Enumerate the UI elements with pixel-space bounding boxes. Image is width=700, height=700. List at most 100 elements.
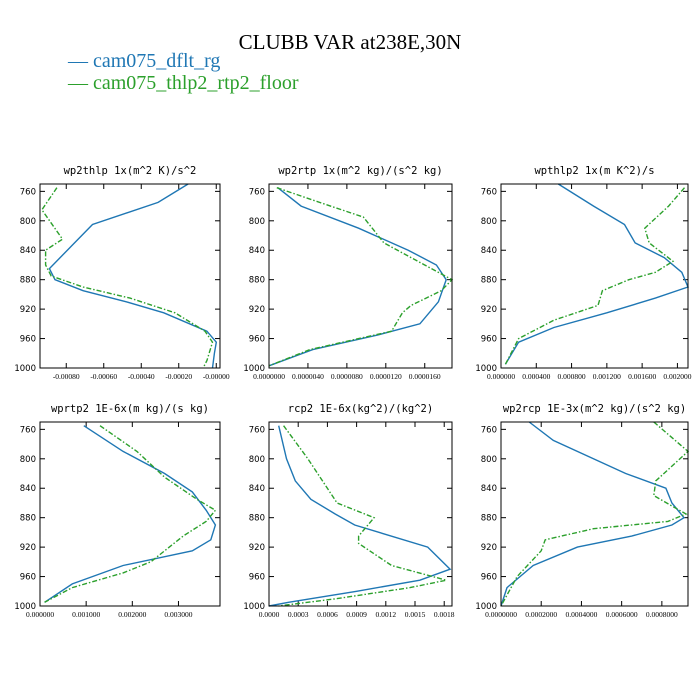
x-tick-label: 0.0003 [288,610,309,619]
x-tick-label: 0.0006 [317,610,338,619]
y-tick-label: 760 [249,425,265,435]
y-tick-label: 800 [481,455,497,465]
y-tick-label: 880 [20,276,36,286]
chart-panel-4: rcp2 1E-6x(kg^2)/(kg^2) 760 800 840 880 920 96… [243,403,454,619]
chart-panel-1: wp2rtp 1x(m^2 kg)/(s^2 kg) 760 800 840 880 92… [243,165,454,381]
y-tick-label: 760 [481,425,497,435]
x-tick-label: 0.0000120 [370,372,402,381]
x-tick-label: 0.0004000 [565,610,597,619]
y-tick-label: 960 [481,573,497,583]
y-tick-label: 960 [481,335,497,345]
y-tick-label: 920 [481,543,497,553]
chart-title: wprtp2 1E-6x(m kg)/(s kg) [51,403,209,415]
x-tick-label: 0.0000000 [485,610,517,619]
y-tick-label: 840 [249,484,265,494]
y-tick-label: 1000 [243,364,265,374]
x-tick-label: 0.000400 [522,372,550,381]
series-line-cam075_dflt_rg [44,425,217,603]
chart-title: wp2rtp 1x(m^2 kg)/(s^2 kg) [278,165,442,177]
y-tick-label: 760 [481,187,497,197]
x-tick-label: 0.001200 [593,372,621,381]
y-tick-label: 1000 [475,364,497,374]
y-tick-label: 920 [249,305,265,315]
y-tick-label: 960 [20,573,36,583]
chart-title: rcp2 1E-6x(kg^2)/(kg^2) [288,403,433,415]
y-tick-label: 880 [20,514,36,524]
series-line-cam075_thlp2_rtp2_floor [500,421,690,607]
y-tick-label: 840 [249,246,265,256]
x-tick-label: 0.0000040 [292,372,324,381]
x-tick-label: 0.0000 [259,610,280,619]
y-tick-label: 920 [20,543,36,553]
series-line-cam075_dflt_rg [268,425,452,607]
y-tick-label: 760 [249,187,265,197]
x-tick-label: -0.00020 [165,372,192,381]
y-tick-label: 960 [20,335,36,345]
x-tick-label: 0.000800 [558,372,586,381]
legend-label-floor: cam075_thlp2_rtp2_floor [93,72,299,94]
y-tick-label: 1000 [14,602,36,612]
x-tick-label: -0.00060 [90,372,117,381]
y-tick-label: 960 [249,573,265,583]
y-tick-label: 960 [249,335,265,345]
y-tick-label: 800 [249,455,265,465]
y-tick-label: 840 [20,484,36,494]
y-tick-label: 1000 [14,364,36,374]
x-tick-label: 0.001000 [72,610,100,619]
legend-item-dflt: — cam075_dflt_rg [68,50,220,73]
y-tick-label: 1000 [243,602,265,612]
y-tick-label: 840 [481,246,497,256]
legend-swatch: — [68,72,93,94]
chart-title: wpthlp2 1x(m K^2)/s [534,165,654,177]
x-tick-label: -0.00080 [53,372,80,381]
legend-item-floor: — cam075_thlp2_rtp2_floor [68,72,299,95]
y-tick-label: 880 [249,276,265,286]
plot-frame [500,421,689,607]
plot-frame [500,183,689,369]
figure-title: CLUBB VAR at238E,30N [238,30,462,54]
plot-frame [39,183,221,369]
y-tick-label: 840 [481,484,497,494]
chart-panel-5: wp2rcp 1E-3x(m^2 kg)/(s^2 kg) 760 800 840 88… [475,403,690,619]
plot-frame [39,421,221,607]
chart-panel-2: wpthlp2 1x(m K^2)/s 760 800 840 880 920 960 100… [475,165,691,381]
y-tick-label: 800 [481,217,497,227]
x-tick-label: 0.0006000 [606,610,638,619]
y-tick-label: 800 [20,455,36,465]
y-tick-label: 920 [249,543,265,553]
x-tick-label: 0.002000 [663,372,691,381]
plot-frame [268,421,453,607]
chart-panel-0: wp2thlp 1x(m^2 K)/s^2 760 800 840 880 920 960 1… [14,165,230,381]
y-tick-label: 800 [249,217,265,227]
x-tick-label: 0.000000 [487,372,515,381]
x-tick-label: 0.0000000 [253,372,285,381]
x-tick-label: 0.0008000 [646,610,678,619]
series-line-cam075_dflt_rg [500,421,686,607]
x-tick-label: -0.00040 [128,372,155,381]
series-line-cam075_thlp2_rtp2_floor [504,187,686,365]
series-line-cam075_dflt_rg [504,183,689,365]
y-tick-label: 920 [20,305,36,315]
y-tick-label: 840 [20,246,36,256]
series-line-cam075_thlp2_rtp2_floor [268,187,454,367]
series-line-cam075_thlp2_rtp2_floor [44,425,217,603]
x-tick-label: 0.001600 [628,372,656,381]
x-tick-label: 0.0002000 [525,610,557,619]
series-line-cam075_dflt_rg [48,183,218,369]
x-tick-label: 0.0018 [434,610,455,619]
y-tick-label: 760 [20,425,36,435]
series-line-cam075_thlp2_rtp2_floor [278,425,447,607]
x-tick-label: 0.003000 [164,610,192,619]
plot-frame [268,183,453,369]
x-tick-label: 0.000000 [26,610,54,619]
x-tick-label: 0.0000160 [409,372,441,381]
x-tick-label: 0.0015 [405,610,426,619]
series-line-cam075_thlp2_rtp2_floor [41,187,214,369]
y-tick-label: 920 [481,305,497,315]
x-tick-label: -0.00000 [203,372,230,381]
y-tick-label: 800 [20,217,36,227]
x-tick-label: 0.0009 [346,610,367,619]
y-tick-label: 760 [20,187,36,197]
chart-title: wp2rcp 1E-3x(m^2 kg)/(s^2 kg) [503,403,686,415]
